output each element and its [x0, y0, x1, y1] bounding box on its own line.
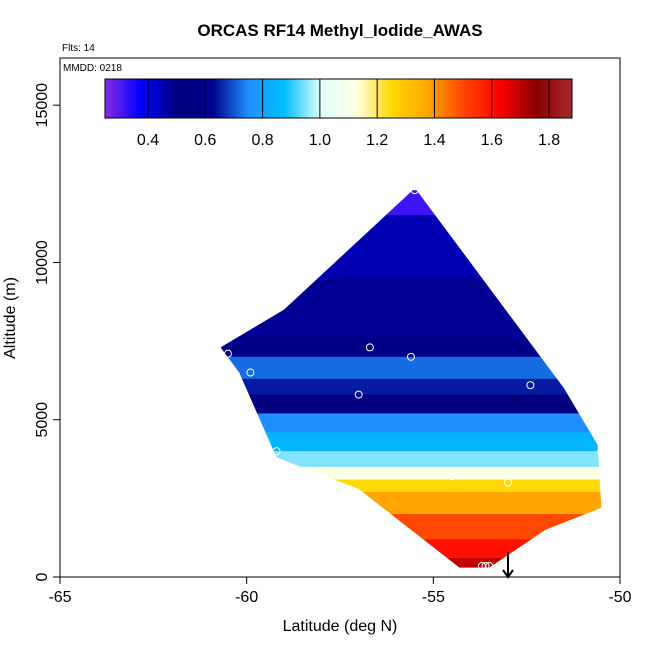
flights-label: Flts: 14 [62, 43, 95, 54]
field-band [220, 356, 602, 380]
sample-point [224, 349, 232, 358]
colorbar-gradient [105, 79, 572, 118]
field-band [220, 466, 602, 481]
sample-points [224, 186, 606, 570]
sample-point [485, 561, 494, 570]
x-tick-label: -60 [235, 589, 258, 606]
sample-point [272, 447, 281, 456]
x-tick-label: -55 [422, 589, 445, 606]
y-tick-label: 10000 [34, 240, 51, 285]
colorbar-tick-label: 1.6 [481, 132, 503, 149]
field-band [220, 337, 602, 358]
y-tick-label: 5000 [34, 402, 51, 438]
sample-point [406, 352, 415, 361]
colorbar: 0.4 0.6 0.8 1.0 1.2 1.4 1.6 1.8 [104, 78, 573, 149]
field-band [220, 479, 602, 493]
field-band [220, 539, 602, 559]
field-band [220, 413, 602, 433]
sample-point [526, 381, 535, 390]
sample-point [410, 186, 419, 195]
y-axis-label: Altitude (m) [2, 277, 19, 359]
y-tick-label: 0 [34, 572, 51, 581]
plot-frame [59, 57, 621, 578]
colorbar-tick-label: 1.8 [538, 132, 560, 149]
colorbar-tick-label: 0.8 [251, 132, 273, 149]
field-band [220, 492, 602, 515]
colorbar-tick-label: 0.4 [137, 132, 159, 149]
sample-point [448, 472, 456, 481]
sample-point [246, 368, 255, 377]
colorbar-tick-label: 0.6 [194, 132, 216, 149]
field-band [220, 215, 602, 279]
sample-point [481, 561, 490, 570]
sample-point [354, 390, 363, 399]
field-band [220, 514, 602, 540]
colorbar-tick-label: 1.2 [366, 132, 388, 149]
field-band [220, 278, 602, 339]
colorbar-tick-label: 1.0 [309, 132, 331, 149]
x-axis: -65 -60 -55 -50 [48, 577, 632, 606]
colorbar-tick-label: 1.4 [423, 132, 445, 149]
sample-point [504, 478, 512, 487]
field-band [220, 432, 602, 452]
x-tick-label: -65 [48, 589, 71, 606]
chart-title: ORCAS RF14 Methyl_Iodide_AWAS [197, 21, 482, 40]
field-band [220, 190, 602, 216]
field-band [220, 394, 602, 415]
colorbar-frame [104, 78, 573, 119]
y-tick-label: 15000 [34, 83, 51, 128]
field-layer [220, 190, 602, 568]
x-tick-label: -50 [608, 589, 631, 606]
sample-point [365, 343, 374, 352]
field-band [220, 558, 602, 568]
field-band [220, 378, 602, 396]
field-band [220, 451, 602, 468]
y-axis: 0 5000 10000 15000 [34, 83, 60, 581]
date-label: MMDD: 0218 [63, 63, 122, 74]
sample-point [597, 447, 606, 456]
x-axis-label: Latitude (deg N) [283, 618, 398, 635]
